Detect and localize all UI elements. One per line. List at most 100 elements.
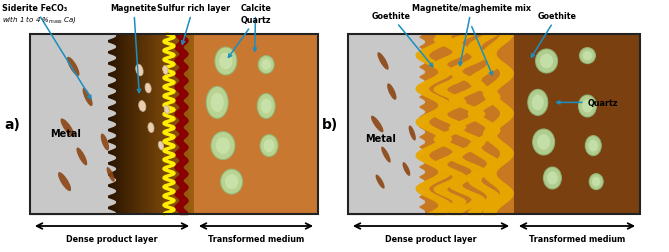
- Bar: [148, 35, 149, 214]
- Bar: [182, 35, 184, 214]
- Ellipse shape: [106, 167, 114, 182]
- Bar: [137, 35, 138, 214]
- Bar: [150, 35, 151, 214]
- Bar: [111, 35, 113, 214]
- Bar: [162, 35, 163, 214]
- Ellipse shape: [592, 177, 600, 187]
- Bar: [177, 35, 179, 214]
- Ellipse shape: [547, 172, 558, 185]
- Bar: [175, 35, 176, 214]
- Bar: [348, 35, 640, 214]
- Ellipse shape: [216, 138, 230, 154]
- Bar: [191, 35, 193, 214]
- Bar: [168, 35, 170, 214]
- Ellipse shape: [371, 116, 383, 133]
- Ellipse shape: [136, 65, 143, 77]
- Bar: [124, 35, 126, 214]
- Ellipse shape: [582, 100, 593, 113]
- Bar: [165, 35, 167, 214]
- Ellipse shape: [211, 132, 235, 160]
- Ellipse shape: [261, 99, 272, 114]
- Bar: [194, 35, 318, 214]
- Ellipse shape: [387, 84, 397, 101]
- Bar: [114, 35, 116, 214]
- Bar: [179, 35, 181, 214]
- Bar: [30, 35, 115, 214]
- Ellipse shape: [82, 88, 92, 107]
- Text: Metal: Metal: [51, 129, 82, 138]
- Bar: [514, 35, 640, 214]
- Bar: [30, 35, 318, 214]
- Bar: [152, 35, 154, 214]
- Bar: [161, 35, 163, 214]
- Bar: [132, 35, 134, 214]
- Bar: [173, 35, 175, 214]
- Ellipse shape: [260, 135, 278, 157]
- Bar: [164, 35, 165, 214]
- Text: b): b): [322, 117, 338, 132]
- Text: Quartz: Quartz: [557, 99, 618, 107]
- Text: Quartz: Quartz: [228, 16, 271, 58]
- Bar: [109, 35, 110, 214]
- Ellipse shape: [159, 142, 164, 150]
- Bar: [157, 35, 159, 214]
- Ellipse shape: [58, 172, 71, 191]
- Bar: [141, 35, 143, 214]
- Text: Siderite FeCO₃: Siderite FeCO₃: [2, 4, 91, 99]
- Ellipse shape: [206, 87, 228, 119]
- Bar: [187, 35, 188, 214]
- Bar: [178, 35, 179, 214]
- Bar: [121, 35, 122, 214]
- Ellipse shape: [101, 134, 109, 151]
- Bar: [127, 35, 129, 214]
- Ellipse shape: [257, 94, 275, 119]
- Bar: [138, 35, 140, 214]
- Ellipse shape: [60, 119, 74, 137]
- Ellipse shape: [164, 106, 169, 114]
- Text: Transformed medium: Transformed medium: [208, 234, 304, 243]
- Bar: [146, 35, 147, 214]
- Ellipse shape: [145, 84, 151, 93]
- Ellipse shape: [215, 48, 237, 76]
- Ellipse shape: [219, 53, 232, 70]
- Bar: [183, 35, 185, 214]
- Bar: [167, 35, 169, 214]
- Ellipse shape: [537, 135, 550, 150]
- Bar: [348, 35, 424, 214]
- Ellipse shape: [589, 140, 598, 152]
- Bar: [185, 35, 186, 214]
- Bar: [160, 35, 161, 214]
- Ellipse shape: [377, 53, 389, 71]
- Ellipse shape: [375, 175, 385, 189]
- Bar: [120, 35, 121, 214]
- Bar: [140, 35, 142, 214]
- Bar: [180, 35, 181, 214]
- Bar: [126, 35, 128, 214]
- Ellipse shape: [532, 95, 544, 111]
- Ellipse shape: [163, 66, 168, 75]
- Bar: [163, 35, 165, 214]
- Bar: [118, 35, 119, 214]
- Text: Calcite: Calcite: [240, 4, 271, 52]
- Bar: [155, 35, 156, 214]
- Bar: [159, 35, 160, 214]
- Bar: [147, 35, 149, 214]
- Text: Goethite: Goethite: [371, 12, 433, 67]
- Bar: [171, 35, 173, 214]
- Bar: [116, 35, 118, 214]
- Ellipse shape: [589, 174, 603, 190]
- Bar: [110, 35, 112, 214]
- Ellipse shape: [585, 136, 601, 156]
- Bar: [119, 35, 120, 214]
- Bar: [113, 35, 115, 214]
- Bar: [181, 35, 183, 214]
- Ellipse shape: [148, 123, 154, 133]
- Bar: [155, 35, 157, 214]
- Bar: [145, 35, 146, 214]
- Ellipse shape: [258, 56, 274, 74]
- Bar: [185, 35, 187, 214]
- Ellipse shape: [381, 147, 391, 163]
- Bar: [192, 35, 193, 214]
- Ellipse shape: [533, 130, 555, 155]
- Bar: [136, 35, 138, 214]
